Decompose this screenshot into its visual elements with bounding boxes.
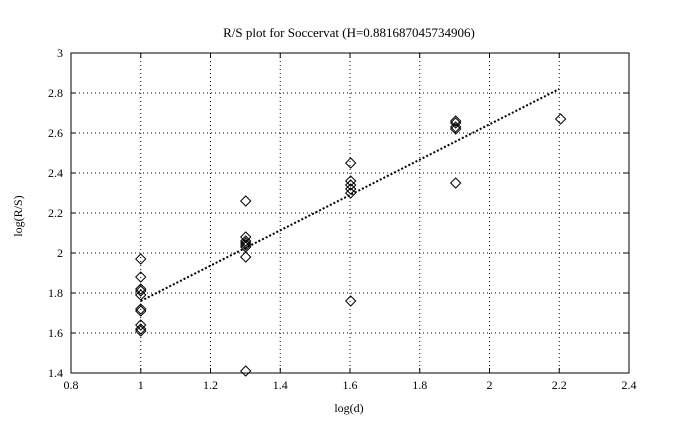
y-tick-label: 2.4: [48, 166, 63, 180]
x-axis-label: log(d): [334, 401, 363, 415]
y-tick-label: 1.8: [48, 286, 63, 300]
data-point: [344, 187, 357, 199]
y-tick-label: 2.8: [48, 86, 63, 100]
data-point: [135, 319, 147, 331]
data-point: [449, 121, 462, 133]
data-point: [344, 175, 357, 187]
data-point: [344, 179, 357, 191]
data-point: [240, 195, 252, 207]
x-tick-label: 1.8: [412, 378, 427, 392]
data-point: [449, 117, 462, 129]
data-point: [135, 325, 147, 337]
x-tick-label: 1.4: [273, 378, 288, 392]
y-axis-label: log(R/S): [11, 195, 25, 236]
data-point: [135, 271, 147, 283]
ticks: 0.8 1 1.2 1.4 1.6 1.8 2 2.2 2.4 1.4 1.6 1.8 2 2.2 2.4 2…: [48, 46, 637, 392]
data-point: [554, 113, 567, 125]
x-tick-label: 1: [138, 378, 144, 392]
data-points: [135, 113, 567, 377]
x-tick-label: 1.2: [203, 378, 218, 392]
x-tick-label: 2: [487, 378, 493, 392]
data-point: [135, 285, 147, 297]
data-point: [240, 251, 252, 263]
data-point: [240, 235, 252, 247]
data-point: [135, 305, 147, 317]
data-point: [344, 183, 357, 195]
data-point: [135, 323, 147, 335]
data-point: [449, 123, 462, 135]
data-point: [344, 295, 357, 307]
data-point: [344, 157, 357, 169]
data-point: [135, 253, 147, 265]
y-tick-label: 3: [57, 46, 63, 60]
y-tick-label: 2.6: [48, 126, 63, 140]
y-tick-label: 2.2: [48, 206, 63, 220]
grid: [71, 53, 629, 373]
chart-title: R/S plot for Soccervat (H=0.881687045734…: [223, 25, 475, 40]
data-point: [449, 177, 462, 189]
x-tick-label: 0.8: [64, 378, 79, 392]
y-tick-label: 1.4: [48, 366, 63, 380]
y-tick-label: 2: [57, 246, 63, 260]
x-tick-label: 2.4: [622, 378, 637, 392]
data-point: [240, 365, 252, 377]
x-tick-label: 1.6: [343, 378, 358, 392]
data-point: [240, 239, 252, 251]
data-point: [135, 303, 147, 315]
data-point: [240, 237, 252, 249]
data-point: [135, 289, 147, 301]
y-tick-label: 1.6: [48, 326, 63, 340]
data-point: [449, 115, 462, 127]
data-point: [135, 283, 147, 295]
x-tick-label: 2.2: [552, 378, 567, 392]
